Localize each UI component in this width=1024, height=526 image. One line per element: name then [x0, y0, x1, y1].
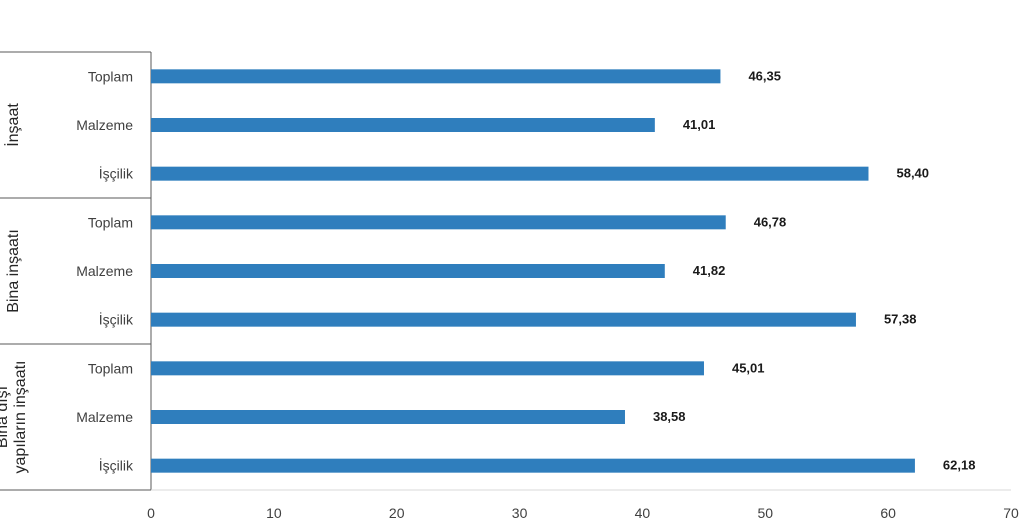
x-tick-label: 10: [266, 505, 282, 521]
bar: [151, 410, 625, 424]
x-tick-label: 70: [1003, 505, 1019, 521]
bar: [151, 166, 869, 181]
category-label: İşçilik: [99, 457, 134, 474]
group-label-line: Bina inşaatı: [5, 229, 22, 313]
category-label: Toplam: [88, 68, 133, 84]
bar: [151, 458, 915, 473]
category-label: Toplam: [88, 360, 133, 376]
data-label: 62,18: [943, 458, 976, 473]
group-label: Bina inşaatı: [5, 229, 22, 313]
x-tick-label: 60: [880, 505, 896, 521]
bar: [151, 312, 856, 327]
data-label: 41,01: [683, 117, 716, 132]
data-label: 58,40: [896, 166, 929, 181]
category-label: İşçilik: [99, 165, 134, 182]
bar: [151, 264, 665, 278]
group-label-line: Bina dışı: [0, 386, 11, 448]
x-tick-label: 20: [389, 505, 405, 521]
group-label: Bina dışıyapıların inşaatı: [0, 361, 29, 474]
data-label: 41,82: [693, 263, 726, 278]
bar: [151, 361, 704, 376]
category-label: Toplam: [88, 214, 133, 230]
bar: [151, 118, 655, 132]
group-label: İnşaat: [3, 103, 22, 147]
x-tick-label: 30: [512, 505, 528, 521]
x-tick-label: 40: [635, 505, 651, 521]
data-label: 57,38: [884, 312, 917, 327]
group-label-line: İnşaat: [3, 103, 22, 147]
data-label: 45,01: [732, 360, 765, 375]
category-label: Malzeme: [76, 409, 133, 425]
category-label: Malzeme: [76, 117, 133, 133]
bar: [151, 215, 726, 230]
x-tick-label: 50: [757, 505, 773, 521]
x-tick-label: 0: [147, 505, 155, 521]
category-label: İşçilik: [99, 311, 134, 328]
bar: [151, 69, 721, 84]
data-label: 46,35: [748, 68, 781, 83]
data-label: 38,58: [653, 409, 686, 424]
category-label: Malzeme: [76, 263, 133, 279]
group-label-line: yapıların inşaatı: [12, 361, 29, 474]
data-label: 46,78: [754, 214, 787, 229]
